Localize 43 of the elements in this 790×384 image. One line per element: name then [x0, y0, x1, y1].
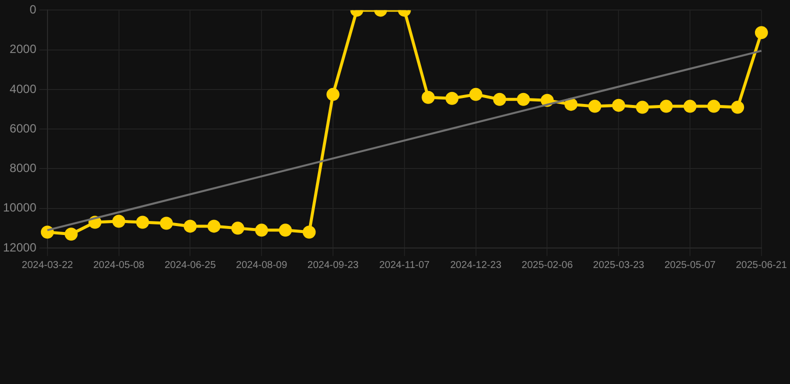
y-tick-label: 2000 [10, 42, 37, 56]
x-tick-label: 2024-05-08 [93, 260, 145, 271]
point [326, 88, 340, 101]
point [564, 98, 578, 111]
x-tick-label: 2025-06-21 [736, 260, 788, 271]
y-tick-label: 6000 [10, 121, 37, 136]
point [660, 100, 673, 113]
point [636, 100, 649, 114]
point [112, 214, 126, 228]
point [136, 216, 150, 229]
x-tick-label: 2024-09-23 [307, 260, 360, 271]
y-tick-label: 12000 [2, 240, 37, 254]
point [160, 216, 173, 230]
x-tick-label: 2025-03-23 [593, 260, 645, 271]
point [302, 226, 316, 239]
point [255, 224, 268, 237]
point [731, 100, 744, 114]
point [422, 90, 435, 104]
x-tick-label: 2024-12-23 [450, 260, 502, 271]
point [707, 100, 720, 113]
y-tick-label: 0 [30, 2, 37, 17]
y-tick-label: 4000 [10, 82, 37, 96]
point [612, 98, 626, 112]
y-tick-label: 10000 [2, 200, 37, 215]
point [278, 224, 292, 237]
x-tick-label: 2024-03-22 [22, 260, 74, 271]
x-tick-label: 2024-08-09 [236, 260, 288, 271]
point [684, 100, 697, 113]
point [231, 222, 244, 235]
point [516, 92, 530, 106]
point [754, 26, 768, 40]
point [184, 220, 197, 233]
x-tick-label: 2025-05-07 [664, 260, 716, 271]
point [207, 220, 220, 233]
x-tick-label: 2025-02-06 [522, 260, 574, 271]
point [588, 100, 602, 113]
y-tick-label: 8000 [10, 161, 37, 176]
x-tick-label: 2024-06-25 [164, 260, 216, 271]
point [493, 92, 506, 106]
point [64, 228, 78, 241]
point [469, 88, 482, 101]
x-tick-label: 2024-11-07 [379, 260, 430, 271]
point [446, 92, 458, 105]
